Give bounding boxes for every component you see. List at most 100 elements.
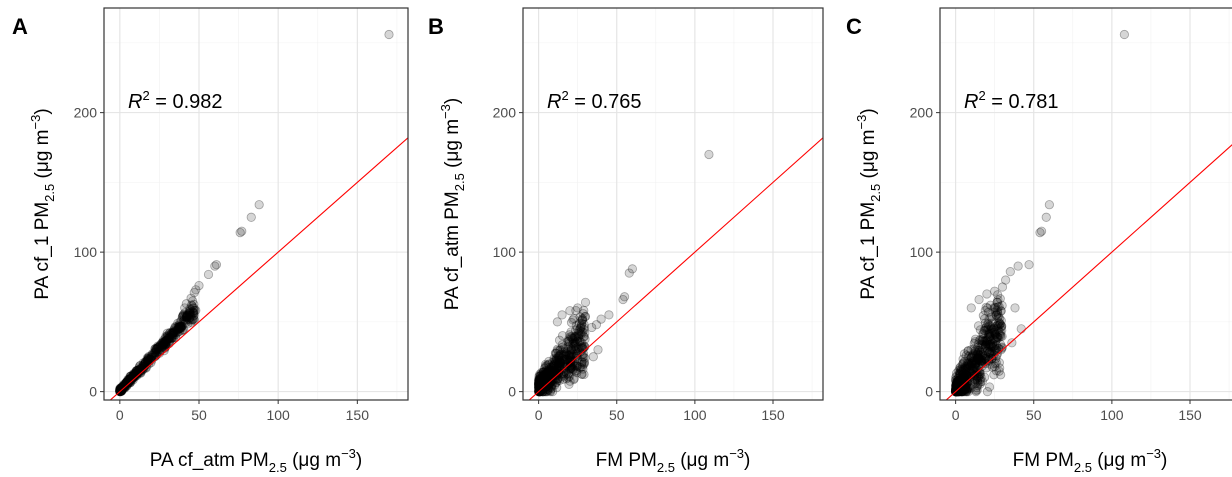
data-point (534, 380, 545, 390)
data-point (566, 361, 576, 371)
data-point (538, 381, 548, 391)
data-point (982, 335, 992, 345)
data-point (174, 322, 184, 332)
data-point (541, 372, 551, 382)
data-point (975, 370, 985, 381)
data-point (556, 365, 566, 375)
data-point (174, 322, 184, 332)
data-point-outlier (1044, 200, 1054, 210)
data-point (126, 374, 136, 384)
data-point (971, 387, 981, 397)
data-point (540, 376, 550, 386)
x-tick-label: 0 (535, 407, 543, 423)
data-point (951, 383, 961, 394)
data-point (954, 381, 964, 391)
y-tick-label: 0 (89, 384, 97, 400)
data-point (960, 385, 970, 395)
data-point (956, 375, 966, 386)
data-point (576, 323, 586, 333)
data-point (124, 377, 134, 387)
data-point (560, 344, 570, 354)
data-point (538, 367, 548, 377)
data-point (984, 333, 994, 343)
data-point (960, 387, 970, 397)
data-point (546, 382, 556, 393)
data-point (179, 324, 189, 335)
data-point (182, 310, 192, 320)
data-point (536, 374, 547, 384)
data-point (548, 362, 558, 372)
data-point (960, 369, 971, 379)
panel-letter: A (12, 14, 28, 39)
data-point (981, 325, 991, 335)
data-point (983, 345, 993, 355)
data-point (564, 351, 574, 361)
data-point (166, 328, 176, 338)
data-point (559, 361, 570, 371)
data-point (566, 333, 577, 343)
data-point (997, 321, 1007, 331)
data-point (159, 340, 169, 350)
data-point-outlier (704, 149, 714, 160)
data-point (165, 336, 175, 346)
data-point (538, 374, 548, 385)
data-point-outlier (1010, 303, 1020, 313)
data-point (150, 344, 160, 354)
data-point (573, 342, 583, 352)
data-point (156, 345, 166, 355)
data-point (540, 376, 550, 386)
data-point (995, 294, 1005, 304)
data-point (151, 345, 161, 355)
data-point (978, 329, 988, 339)
data-point (146, 358, 156, 368)
data-point (552, 353, 562, 364)
r-squared-symbol: R (128, 91, 142, 113)
data-point (115, 384, 125, 394)
data-point (188, 315, 198, 325)
data-point (987, 338, 997, 348)
data-point-outlier (557, 310, 567, 320)
data-point (985, 328, 995, 339)
data-point (140, 359, 150, 369)
data-point (981, 322, 992, 333)
data-point (555, 345, 565, 355)
data-point (142, 356, 153, 366)
data-point (553, 360, 563, 370)
data-point (563, 350, 573, 360)
data-point (579, 358, 590, 368)
data-point (951, 379, 962, 389)
data-point (540, 376, 550, 386)
data-point (538, 381, 548, 391)
data-point (146, 350, 156, 361)
data-point (149, 351, 159, 361)
data-point (983, 322, 994, 332)
data-point (184, 314, 194, 324)
data-point (979, 325, 989, 336)
data-point (167, 329, 177, 339)
data-point (128, 373, 138, 383)
data-point (185, 315, 195, 325)
data-point-outlier (189, 287, 199, 298)
data-point (952, 387, 962, 397)
data-point (535, 378, 545, 388)
x-tick-label: 150 (346, 407, 370, 423)
data-point (187, 314, 197, 324)
data-point (157, 340, 167, 350)
data-point (536, 376, 546, 386)
plot-area (104, 8, 408, 400)
data-point (993, 319, 1003, 329)
data-point (955, 369, 965, 379)
data-point (957, 376, 967, 386)
data-point (952, 368, 962, 378)
data-point (961, 361, 971, 371)
data-point (537, 382, 547, 392)
data-point (535, 387, 545, 397)
data-point (985, 300, 996, 310)
data-point (152, 345, 162, 355)
data-point (541, 378, 551, 388)
data-point (554, 367, 564, 377)
data-point (551, 368, 562, 378)
data-point (179, 312, 189, 322)
data-point (951, 380, 961, 390)
data-point (963, 361, 973, 371)
